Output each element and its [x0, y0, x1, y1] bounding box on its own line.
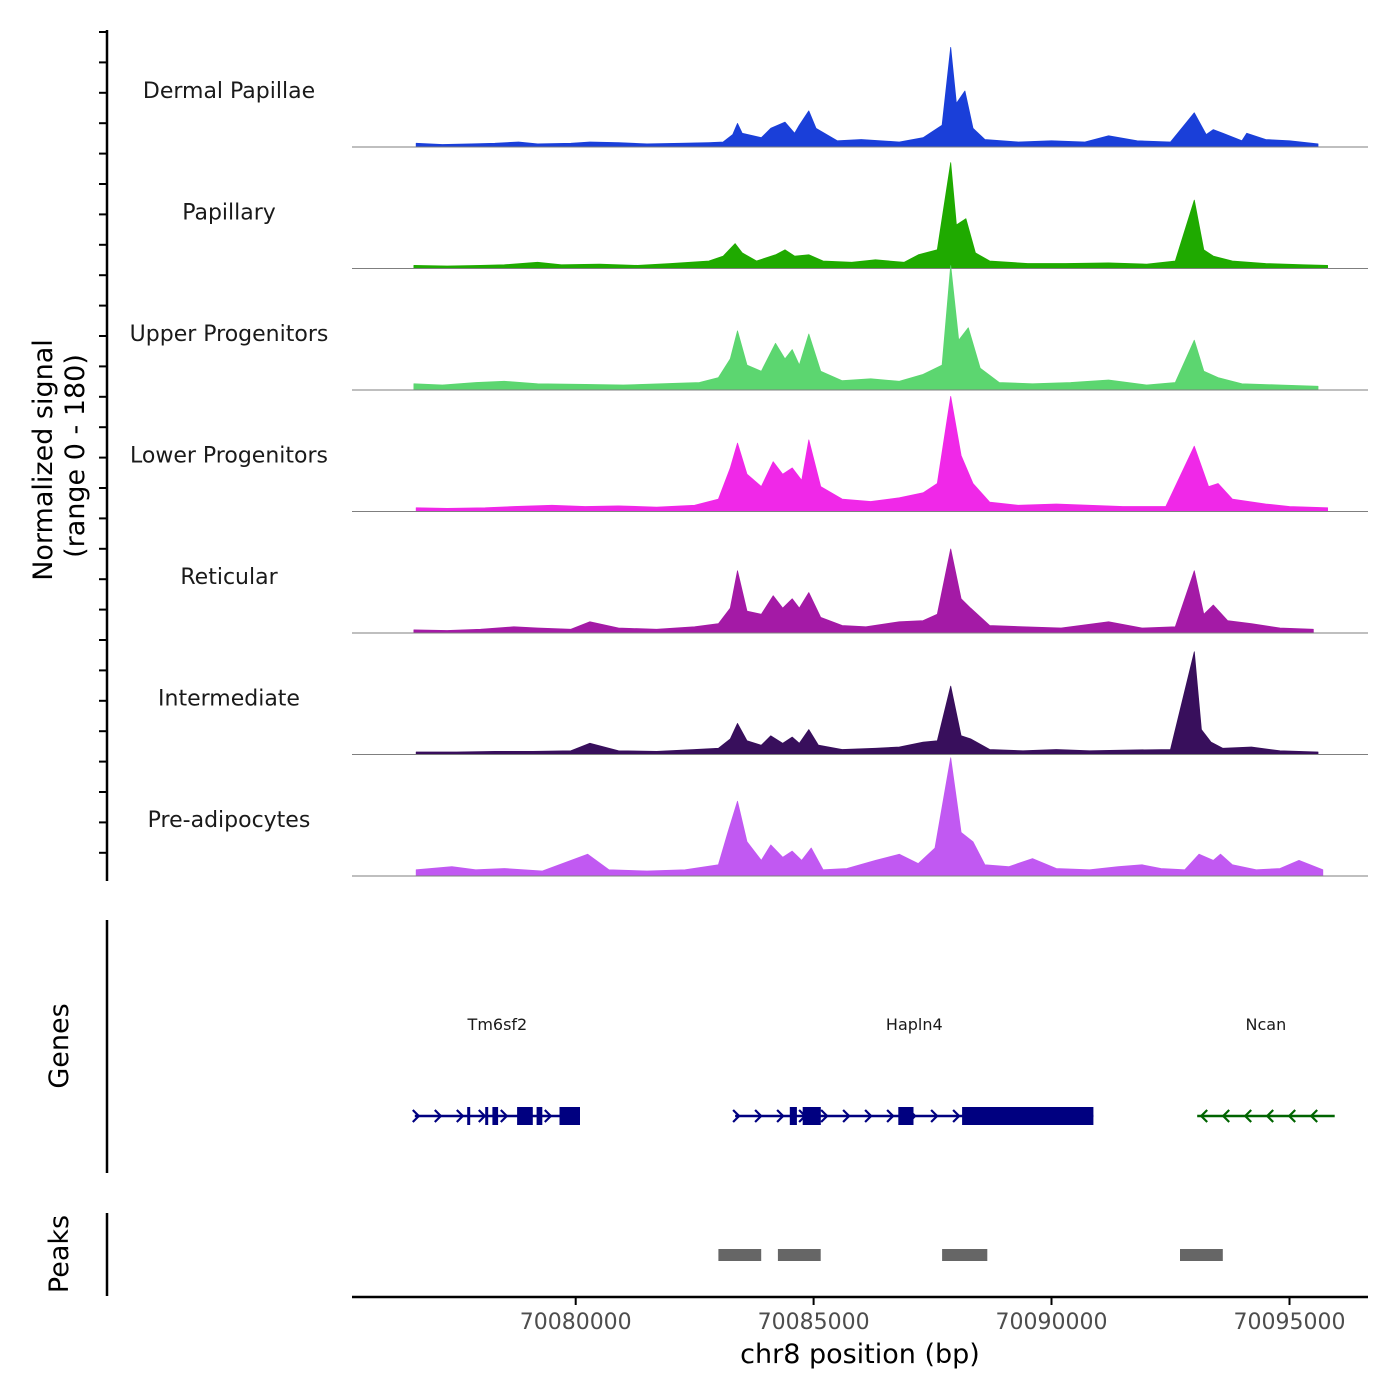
strand-arrow	[732, 1109, 741, 1123]
track-label: Lower Progenitors	[130, 444, 328, 469]
strand-arrow	[1309, 1109, 1318, 1123]
peak-bar	[777, 1249, 821, 1261]
gene-hapln4: Hapln4	[732, 1015, 1094, 1125]
signal-y-axis-range: (range 0 - 180)	[60, 354, 91, 558]
strand-arrow	[1221, 1109, 1230, 1123]
exon	[485, 1107, 489, 1125]
signal-area	[413, 162, 1328, 269]
x-tick-label: 70090000	[996, 1310, 1108, 1335]
track-label: Intermediate	[158, 687, 300, 712]
gene-label: Tm6sf2	[467, 1015, 528, 1034]
strand-arrow	[754, 1109, 763, 1123]
exon	[898, 1107, 914, 1125]
signal-area	[415, 396, 1328, 512]
strand-arrow	[478, 1109, 487, 1123]
strand-arrow	[544, 1109, 553, 1123]
peak-bar	[942, 1249, 988, 1261]
peak-bar	[718, 1249, 762, 1261]
strand-arrow	[1199, 1109, 1208, 1123]
track-papillary: Papillary	[182, 162, 1368, 269]
strand-arrow	[412, 1109, 421, 1123]
x-axis-title: chr8 position (bp)	[740, 1339, 980, 1370]
peak-regions	[718, 1249, 1223, 1261]
track-intermediate: Intermediate	[158, 651, 1368, 755]
x-axis-ticks: 70080000 70085000 70090000 70095000	[520, 1297, 1346, 1335]
strand-arrow	[820, 1109, 829, 1123]
track-dermal-papillae: Dermal Papillae	[143, 47, 1368, 148]
peak-bar	[1180, 1249, 1223, 1261]
track-label: Upper Progenitors	[130, 322, 329, 347]
strand-arrow	[930, 1109, 939, 1123]
x-tick-label: 70085000	[758, 1310, 870, 1335]
gene-label: Ncan	[1246, 1015, 1287, 1034]
track-label: Reticular	[180, 565, 278, 590]
strand-arrow	[1265, 1109, 1274, 1123]
strand-arrow	[776, 1109, 785, 1123]
track-label: Dermal Papillae	[143, 79, 315, 104]
exon	[467, 1107, 471, 1125]
x-tick-label: 70095000	[1234, 1310, 1346, 1335]
track-pre-adipocytes: Pre-adipocytes	[148, 757, 1368, 877]
genes-panel-label: Genes	[44, 1003, 75, 1088]
signal-y-axis-title: Normalized signal	[28, 339, 59, 581]
strand-arrow	[1287, 1109, 1296, 1123]
strand-arrow	[1243, 1109, 1252, 1123]
exon	[962, 1107, 1094, 1125]
strand-arrow	[842, 1109, 851, 1123]
track-label: Papillary	[182, 201, 276, 226]
signal-area	[415, 757, 1324, 877]
strand-arrow	[952, 1109, 961, 1123]
strand-arrow	[886, 1109, 895, 1123]
track-lower-progenitors: Lower Progenitors	[130, 396, 1368, 512]
gene-label: Hapln4	[886, 1015, 943, 1034]
peaks-panel-label: Peaks	[44, 1215, 75, 1293]
exon	[536, 1107, 543, 1125]
track-upper-progenitors: Upper Progenitors	[130, 265, 1368, 391]
track-label: Pre-adipocytes	[148, 808, 311, 833]
signal-area	[415, 47, 1319, 148]
signal-tracks: Dermal Papillae Papillary Upper Progenitor…	[130, 47, 1368, 877]
strand-arrow	[500, 1109, 509, 1123]
gene-annotations: Tm6sf2 Hapln4 Ncan	[412, 1015, 1335, 1125]
signal-area	[413, 265, 1319, 391]
exon	[492, 1107, 499, 1125]
signal-area	[415, 651, 1319, 755]
signal-y-ticks	[99, 31, 107, 854]
exon	[789, 1107, 797, 1125]
signal-area	[413, 548, 1314, 634]
exon	[559, 1107, 580, 1125]
exon	[802, 1107, 821, 1125]
x-tick-label: 70080000	[520, 1310, 632, 1335]
exon	[517, 1107, 533, 1125]
track-reticular: Reticular	[180, 548, 1368, 634]
gene-ncan: Ncan	[1197, 1015, 1335, 1123]
strand-arrow	[456, 1109, 465, 1123]
strand-arrow	[434, 1109, 443, 1123]
strand-arrow	[864, 1109, 873, 1123]
gene-tm6sf2: Tm6sf2	[412, 1015, 580, 1125]
signal-y-axis	[99, 30, 109, 881]
